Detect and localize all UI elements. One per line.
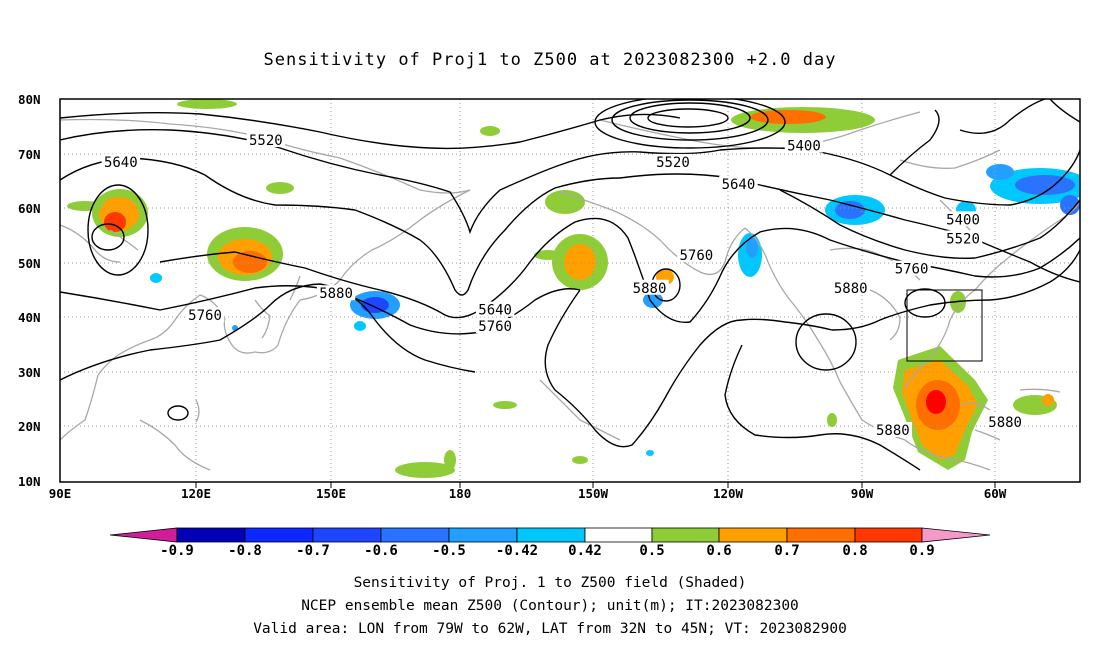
- colorbar-label: 0.7: [774, 543, 800, 559]
- colorbar-box: [718, 527, 788, 543]
- contour-label-bg: [784, 137, 824, 153]
- positive-sensitivity-shading: [67, 99, 1057, 478]
- lat-tick-20n: 20N: [18, 419, 41, 434]
- colorbar-label: 0.42: [568, 543, 602, 559]
- colorbar-label: -0.6: [364, 543, 398, 559]
- contour-label-bg: [185, 307, 225, 323]
- lon-tick-120w: 120W: [712, 486, 744, 501]
- colorbar-left-triangle: [109, 527, 178, 543]
- contour-label: 5880: [319, 286, 353, 302]
- lat-tick-40n: 40N: [18, 310, 41, 325]
- contour-label: 5400: [787, 139, 821, 155]
- contour-label-bg: [475, 301, 515, 317]
- figure-title: Sensitivity of Proj1 to Z500 at 20230823…: [263, 50, 837, 70]
- caption-shading: Sensitivity of Proj. 1 to Z500 field (Sh…: [353, 575, 747, 591]
- contour-label: 5640: [478, 303, 512, 319]
- colorbar-box: [651, 527, 720, 543]
- contour-label-bg: [943, 211, 983, 227]
- contour-label: 5880: [876, 423, 910, 439]
- colorbar-label: 0.9: [909, 543, 935, 559]
- contour-label-bg: [892, 260, 931, 276]
- contour-label: 5880: [834, 281, 868, 297]
- lon-tick-180: 180: [448, 486, 472, 501]
- contour-label-bg: [653, 153, 693, 169]
- contour-label: 5520: [946, 232, 980, 248]
- lon-tick-150w: 150W: [577, 486, 609, 501]
- contour-label: 5520: [656, 155, 690, 171]
- lat-tick-70n: 70N: [18, 147, 41, 162]
- colorbar: [109, 527, 991, 543]
- lat-tick-80n: 80N: [18, 92, 41, 107]
- colorbar-label: -0.7: [296, 543, 330, 559]
- contour-label: 5880: [988, 415, 1022, 431]
- colorbar-label: -0.5: [432, 543, 466, 559]
- contour-label: 5640: [104, 155, 138, 171]
- contour-label: 5400: [946, 212, 980, 228]
- lat-tick-30n: 30N: [18, 365, 41, 380]
- contour-label-bg: [985, 413, 1025, 429]
- contour-label: 5880: [633, 281, 667, 297]
- valid-area-box: [906, 289, 983, 362]
- lon-tick-90w: 90W: [850, 486, 874, 501]
- z500-closed-contours: [87, 99, 946, 421]
- coastlines: [60, 111, 1080, 471]
- colorbar-right-triangle: [921, 527, 991, 543]
- contour-label-bg: [316, 285, 356, 301]
- colorbar-box: [786, 527, 856, 543]
- contour-label-bg: [1094, 266, 1100, 281]
- contour-label-bg: [873, 422, 913, 438]
- caption-contour: NCEP ensemble mean Z500 (Contour); unit(…: [301, 598, 799, 614]
- lon-tick-90e: 90E: [48, 486, 72, 501]
- colorbar-label: -0.8: [228, 543, 262, 559]
- contour-label: 5520: [249, 133, 283, 149]
- colorbar-box: [584, 527, 653, 543]
- colorbar-label: -0.42: [495, 543, 539, 559]
- lon-tick-60w: 60W: [983, 486, 1007, 501]
- colorbar-label: -0.9: [160, 543, 194, 559]
- colorbar-label: 0.5: [639, 543, 665, 559]
- colorbar-box: [380, 527, 450, 543]
- lat-tick-10n: 10N: [18, 474, 41, 489]
- contour-label: 5760: [679, 248, 713, 264]
- colorbar-box: [516, 527, 586, 543]
- colorbar-box: [854, 527, 923, 543]
- contour-label-bg: [831, 279, 870, 295]
- colorbar-box: [448, 527, 518, 543]
- lat-tick-50n: 50N: [18, 256, 41, 271]
- colorbar-box: [244, 527, 314, 543]
- map-panel: 5520564055205400564054005520576057605640…: [60, 99, 1100, 482]
- colorbar-label: 0.8: [842, 543, 868, 559]
- contour-label: 5760: [895, 262, 929, 278]
- contour-label: 5640: [722, 177, 756, 193]
- contour-label: 5640: [1096, 267, 1100, 283]
- contour-label-bg: [677, 246, 716, 262]
- contour-label: 5760: [188, 308, 222, 324]
- colorbar-box: [176, 527, 246, 543]
- colorbar-label: 0.6: [706, 543, 732, 559]
- contour-label-bg: [630, 279, 669, 295]
- colorbar-box: [312, 527, 382, 543]
- contour-labels: 5520564055205400564054005520576057605640…: [101, 132, 1100, 439]
- contour-label-bg: [475, 318, 515, 334]
- lon-tick-120e: 120E: [180, 486, 212, 501]
- contour-label-bg: [246, 132, 286, 148]
- map-frame: [59, 98, 1081, 483]
- lat-tick-60n: 60N: [18, 201, 41, 216]
- caption-valid-area: Valid area: LON from 79W to 62W, LAT fro…: [253, 621, 847, 637]
- contour-label-bg: [943, 230, 983, 246]
- contour-label: 5760: [478, 319, 512, 335]
- lon-tick-150e: 150E: [315, 486, 347, 501]
- contour-label-bg: [719, 175, 758, 191]
- axis-ticks: [195, 482, 996, 488]
- contour-label-bg: [101, 153, 141, 169]
